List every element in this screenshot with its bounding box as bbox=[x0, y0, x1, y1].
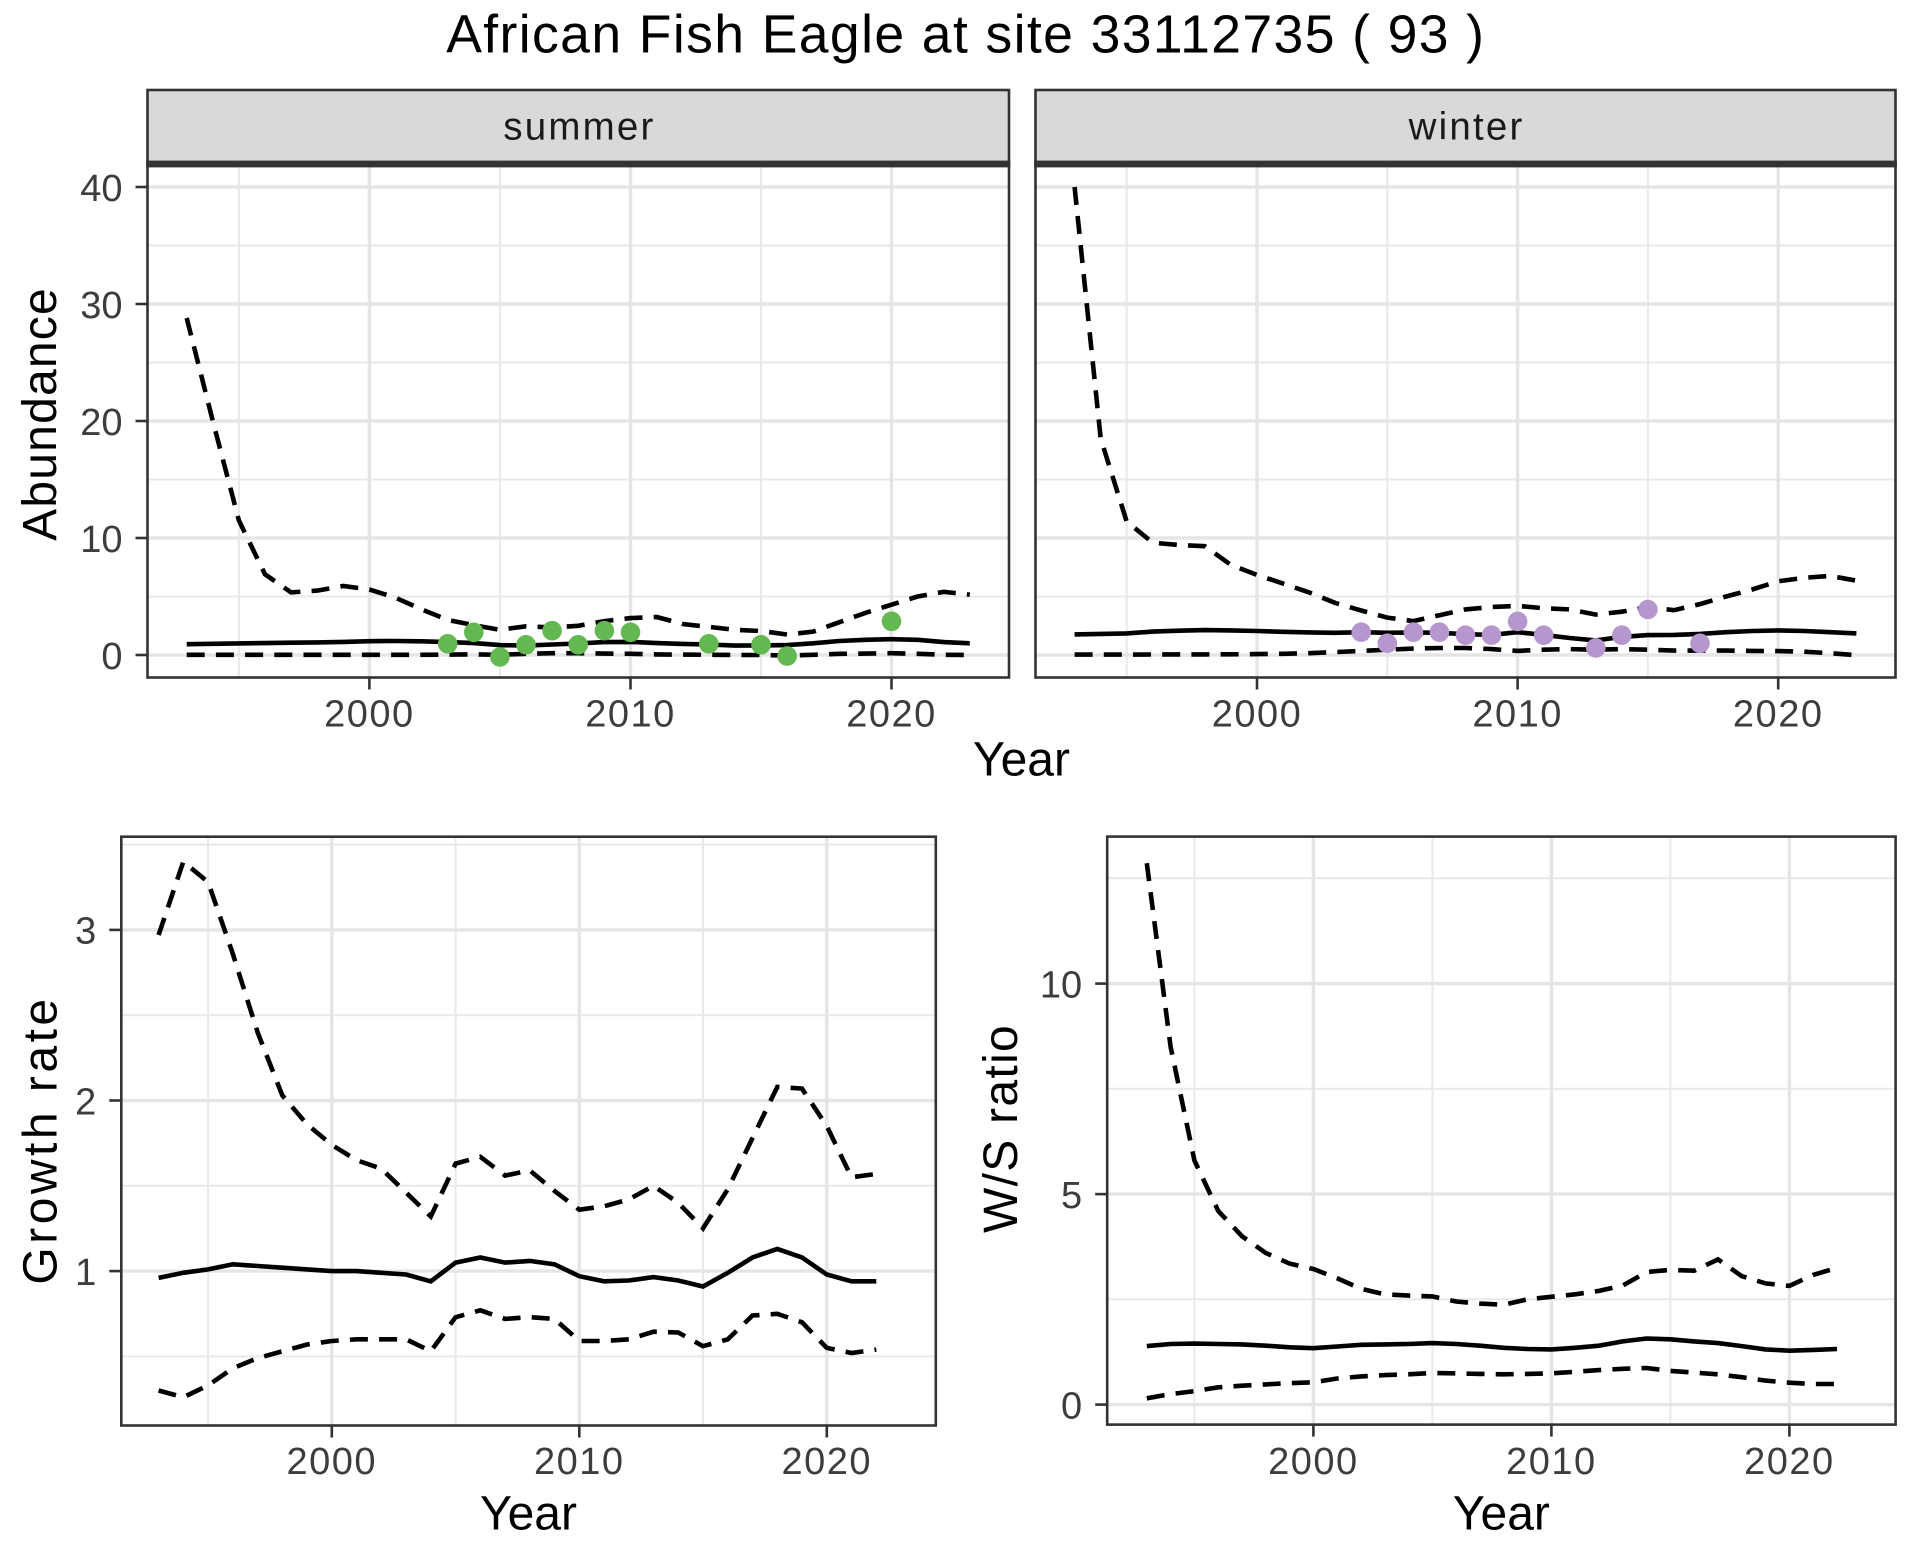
svg-text:2000: 2000 bbox=[324, 694, 415, 736]
svg-text:Growth rate: Growth rate bbox=[15, 995, 68, 1284]
svg-text:2010: 2010 bbox=[585, 694, 676, 736]
svg-text:Year: Year bbox=[1453, 1488, 1550, 1541]
svg-text:winter: winter bbox=[1408, 105, 1525, 148]
svg-text:W/S ratio: W/S ratio bbox=[975, 1024, 1028, 1233]
svg-text:2010: 2010 bbox=[534, 1441, 625, 1483]
svg-text:5: 5 bbox=[1061, 1175, 1082, 1217]
svg-text:1: 1 bbox=[75, 1252, 96, 1294]
svg-text:2020: 2020 bbox=[1733, 694, 1824, 736]
svg-text:2020: 2020 bbox=[782, 1441, 873, 1483]
svg-text:20: 20 bbox=[80, 402, 122, 444]
svg-text:2000: 2000 bbox=[287, 1441, 378, 1483]
svg-text:2000: 2000 bbox=[1212, 694, 1303, 736]
svg-text:summer: summer bbox=[503, 105, 655, 148]
svg-text:African Fish Eagle at site 331: African Fish Eagle at site 33112735 ( 93… bbox=[446, 6, 1485, 65]
svg-text:2010: 2010 bbox=[1506, 1441, 1597, 1483]
svg-text:0: 0 bbox=[101, 636, 122, 678]
svg-text:0: 0 bbox=[1061, 1385, 1082, 1427]
svg-text:40: 40 bbox=[80, 168, 122, 210]
svg-text:2020: 2020 bbox=[1744, 1441, 1835, 1483]
svg-text:10: 10 bbox=[1040, 964, 1082, 1006]
svg-text:2: 2 bbox=[75, 1081, 96, 1123]
svg-text:Year: Year bbox=[480, 1488, 577, 1541]
svg-text:10: 10 bbox=[80, 519, 122, 561]
svg-text:2010: 2010 bbox=[1472, 694, 1563, 736]
svg-text:Year: Year bbox=[973, 734, 1070, 787]
svg-text:3: 3 bbox=[75, 911, 96, 953]
svg-text:2000: 2000 bbox=[1268, 1441, 1359, 1483]
svg-text:2020: 2020 bbox=[846, 694, 937, 736]
svg-text:Abundance: Abundance bbox=[14, 287, 67, 541]
svg-text:30: 30 bbox=[80, 285, 122, 327]
